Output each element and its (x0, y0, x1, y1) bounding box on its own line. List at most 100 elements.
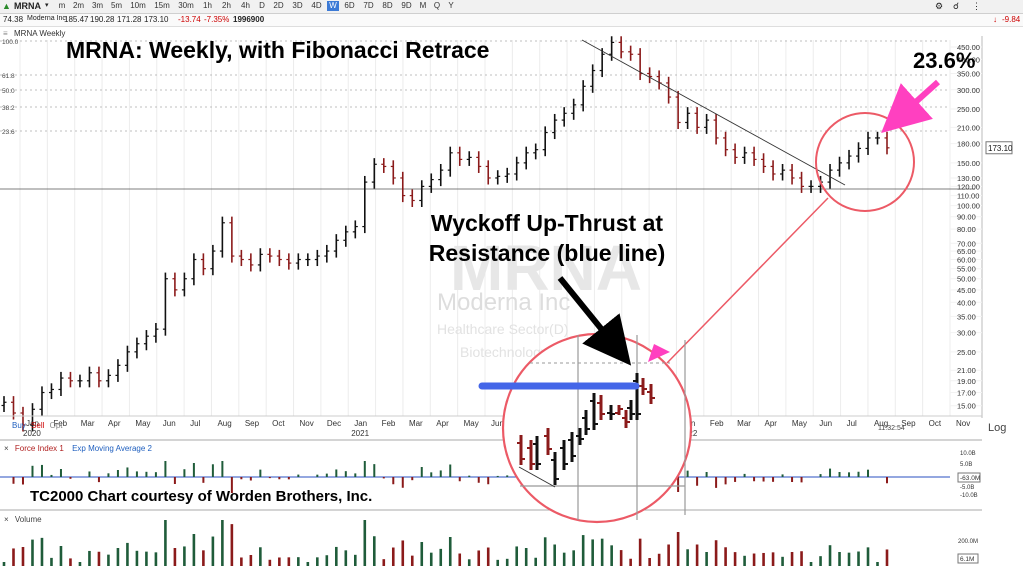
price-bar (181, 272, 187, 297)
price-bar (666, 76, 672, 104)
log-scale-toggle[interactable]: Log (988, 422, 1007, 434)
price-bar (476, 151, 482, 173)
search-icon[interactable]: ☌ (953, 1, 960, 11)
force-index-value: -63.0M (960, 475, 980, 482)
price-tick-label: 180.00 (957, 140, 980, 149)
sell-button[interactable]: Sell (31, 421, 45, 430)
volume-bar (59, 546, 63, 566)
volume-bar (876, 562, 879, 566)
timeframe-button-2h[interactable]: 2h (222, 1, 231, 10)
force-index-bar (829, 468, 832, 477)
quote-strip: 74.38 Moderna Inc 185.47 190.28 171.28 1… (0, 14, 1023, 27)
zoom-price-bar (582, 410, 590, 435)
options-button[interactable]: Opt (49, 421, 63, 430)
timeframe-button-Q[interactable]: Q (433, 1, 441, 10)
timeframe-button-7D[interactable]: 7D (363, 1, 374, 10)
volume-bar (790, 552, 794, 566)
price-bar (618, 36, 624, 59)
price-bar (447, 146, 453, 177)
timeframe-button-10m[interactable]: 10m (130, 1, 146, 10)
watermark-name: Moderna Inc (437, 289, 570, 316)
volume-bar (173, 548, 177, 566)
force-index-bar (278, 477, 281, 480)
symbol-dropdown-icon[interactable]: ▾ (45, 2, 49, 9)
month-label: Dec (327, 419, 341, 428)
timeframe-button-4D[interactable]: 4D (311, 1, 322, 10)
month-label: Sep (901, 419, 916, 428)
year-label: 2020 (23, 429, 41, 438)
month-label: Jun (163, 419, 176, 428)
timeframe-button-9D[interactable]: 9D (401, 1, 412, 10)
price-bar (656, 70, 662, 90)
menu-icon[interactable]: ⋮ (972, 1, 981, 11)
ema-name[interactable]: Exp Moving Average 2 (72, 444, 152, 453)
force-index-bar (183, 469, 186, 477)
month-label: Mar (81, 419, 95, 428)
volume-bar (145, 551, 148, 566)
timeframe-button-8D[interactable]: 8D (382, 1, 393, 10)
volume-bar (50, 557, 53, 566)
timeframe-button-5m[interactable]: 5m (110, 1, 123, 10)
timeframe-button-30m[interactable]: 30m (178, 1, 194, 10)
timeframe-button-W[interactable]: W (327, 1, 339, 11)
force-index-name[interactable]: Force Index 1 (14, 444, 64, 453)
price-bar (238, 249, 244, 267)
timeframe-button-15m[interactable]: 15m (154, 1, 170, 10)
volume-tick: 200.0M (958, 539, 978, 545)
buy-button[interactable]: Buy (12, 421, 26, 430)
quote-pct: -7.35% (204, 15, 230, 24)
close-icon[interactable]: × (4, 515, 9, 524)
volume-name[interactable]: Volume (14, 515, 42, 524)
volume-bar (477, 550, 481, 566)
price-bar (191, 253, 197, 286)
symbol-icon[interactable]: ▲ (2, 1, 11, 11)
symbol-field[interactable]: MRNA (14, 1, 41, 11)
settings-icon[interactable]: ⚙ (935, 1, 944, 11)
force-index-bar (335, 469, 338, 477)
volume-bar (429, 552, 433, 566)
inset-pink-arrow (648, 344, 670, 362)
timeframe-button-M[interactable]: M (419, 1, 427, 10)
timeframe-button-6D[interactable]: 6D (344, 1, 355, 10)
fib-label: 23.6% (913, 48, 976, 73)
timeframe-button-4h[interactable]: 4h (241, 1, 250, 10)
timeframe-button-3D[interactable]: 3D (292, 1, 303, 10)
price-tick-label: 250.00 (957, 105, 980, 114)
price-bar (504, 167, 510, 183)
force-index-bar (173, 477, 176, 484)
force-index-bar (88, 471, 91, 477)
price-tick-label: 40.00 (957, 298, 976, 307)
price-bar (267, 248, 273, 263)
price-tick-label: 100.00 (957, 202, 980, 211)
price-bar (67, 371, 73, 388)
timeframe-button-1h[interactable]: 1h (203, 1, 212, 10)
timeframe-button-Y[interactable]: Y (448, 1, 454, 10)
force-index-bar (325, 473, 328, 477)
timeframe-button-D[interactable]: D (259, 1, 265, 10)
volume-bar (372, 536, 376, 566)
volume-bar (439, 548, 443, 566)
month-label: Mar (737, 419, 751, 428)
month-label: Nov (956, 419, 970, 428)
volume-bar (733, 552, 737, 566)
price-bar (523, 146, 529, 170)
close-icon[interactable]: × (4, 444, 9, 453)
price-bar (314, 249, 320, 267)
force-index-bar (97, 477, 100, 483)
timeframe-button-2m[interactable]: 2m (72, 1, 85, 10)
volume-bar (221, 520, 224, 566)
volume-bar (382, 559, 386, 566)
chart-title: MRNA: Weekly, with Fibonacci Retrace (66, 37, 490, 63)
timeframe-button-m[interactable]: m (58, 1, 66, 10)
zoom-price-bar (622, 410, 630, 428)
price-tick-label: 15.00 (957, 402, 976, 411)
timeframe-button-2D[interactable]: 2D (273, 1, 284, 10)
volume-bar (619, 550, 623, 566)
force-index-bar (50, 474, 53, 477)
timeframe-button-3m[interactable]: 3m (91, 1, 104, 10)
right-value: -9.84 (1002, 15, 1021, 24)
price-tick-label: 350.00 (957, 70, 980, 79)
price-bar (29, 403, 35, 432)
volume-bar (278, 557, 281, 566)
